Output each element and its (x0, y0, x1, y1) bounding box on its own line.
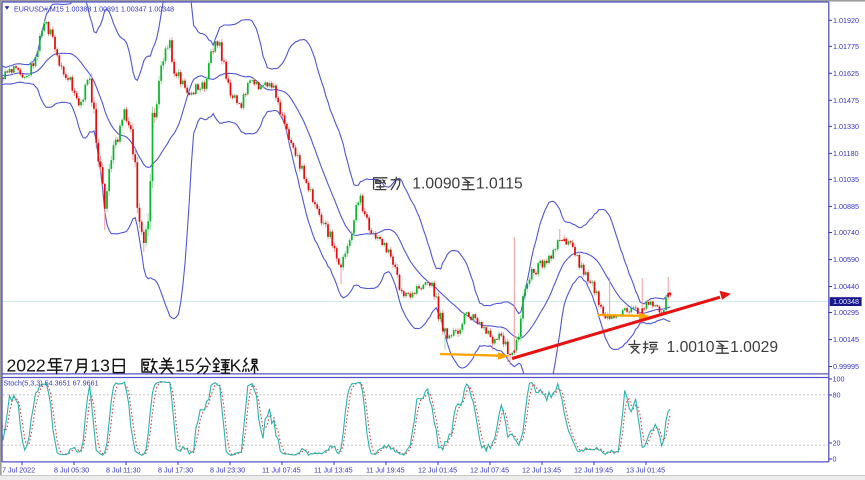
svg-text:1.01035: 1.01035 (833, 175, 859, 184)
svg-text:8 Jul 23:30: 8 Jul 23:30 (210, 465, 245, 474)
svg-text:7: 7 (63, 356, 73, 376)
svg-text:EURUSD#,M15 1.00388 1.00391 1.: EURUSD#,M15 1.00388 1.00391 1.00347 1.00… (14, 5, 174, 13)
svg-text:Stoch(5,3,3) 54.3651 67.9661: Stoch(5,3,3) 54.3651 67.9661 (4, 379, 99, 388)
svg-text:13: 13 (90, 356, 110, 376)
svg-text:8 Jul 17:30: 8 Jul 17:30 (158, 465, 193, 474)
svg-text:1.01475: 1.01475 (833, 96, 859, 105)
svg-text:0: 0 (833, 455, 837, 464)
svg-text:1.01180: 1.01180 (833, 149, 858, 158)
svg-text:K: K (230, 356, 242, 376)
svg-text:1.0090: 1.0090 (412, 176, 460, 193)
svg-text:2022: 2022 (7, 356, 46, 376)
svg-text:12 Jul 07:45: 12 Jul 07:45 (470, 465, 509, 474)
svg-text:1.0010: 1.0010 (667, 339, 715, 356)
svg-text:1.00590: 1.00590 (833, 255, 859, 264)
svg-text:12 Jul 19:45: 12 Jul 19:45 (574, 465, 613, 474)
svg-text:1.00295: 1.00295 (833, 308, 859, 317)
svg-text:11 Jul 19:45: 11 Jul 19:45 (366, 465, 405, 474)
svg-text:20: 20 (833, 439, 841, 448)
svg-text:13 Jul 01:45: 13 Jul 01:45 (626, 465, 665, 474)
svg-text:1.01330: 1.01330 (833, 122, 859, 131)
svg-text:1.0029: 1.0029 (730, 339, 778, 356)
svg-text:0.99995: 0.99995 (833, 362, 859, 371)
svg-text:11 Jul 13:45: 11 Jul 13:45 (314, 465, 353, 474)
svg-text:80: 80 (833, 391, 841, 400)
svg-text:100: 100 (833, 375, 845, 384)
svg-text:1.01920: 1.01920 (833, 16, 859, 25)
svg-text:1.00440: 1.00440 (833, 282, 859, 291)
svg-text:11 Jul 07:45: 11 Jul 07:45 (262, 465, 301, 474)
svg-text:1.00348: 1.00348 (833, 297, 859, 306)
svg-text:1.0115: 1.0115 (476, 176, 523, 193)
svg-text:1.00145: 1.00145 (833, 335, 859, 344)
svg-text:1.00885: 1.00885 (833, 202, 859, 211)
svg-text:1.00740: 1.00740 (833, 228, 859, 237)
svg-text:8 Jul 05:30: 8 Jul 05:30 (54, 465, 89, 474)
svg-text:12 Jul 13:45: 12 Jul 13:45 (522, 465, 561, 474)
svg-text:15: 15 (175, 356, 195, 376)
svg-text:1.01625: 1.01625 (833, 69, 859, 78)
svg-text:8 Jul 11:30: 8 Jul 11:30 (106, 465, 141, 474)
svg-text:7 Jul 2022: 7 Jul 2022 (2, 465, 35, 474)
svg-text:1.01775: 1.01775 (833, 42, 859, 51)
svg-text:12 Jul 01:45: 12 Jul 01:45 (418, 465, 457, 474)
